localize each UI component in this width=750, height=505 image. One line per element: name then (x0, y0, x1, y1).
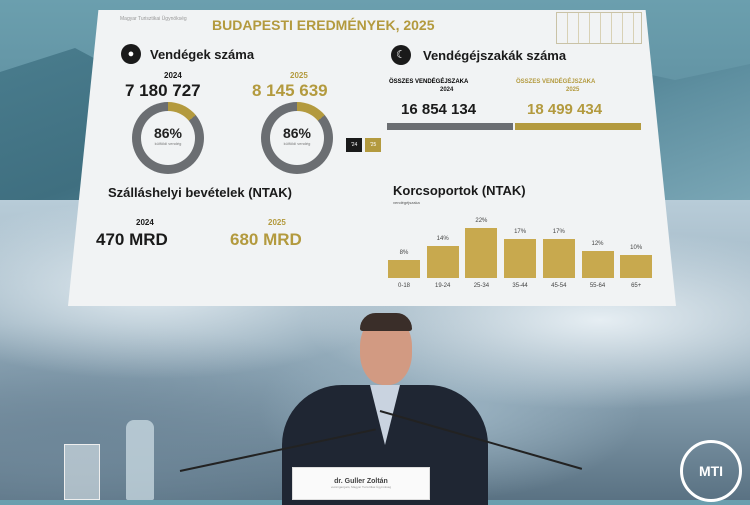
foreign-guest-donut-2024: 86% külföldi vendég (132, 102, 204, 174)
guests-year-2025: 2025 (290, 71, 308, 80)
bar-value-label: 17% (514, 229, 527, 236)
guests-value-2024: 7 180 727 (125, 81, 201, 100)
nights-heading: Vendégéjszakák száma (423, 48, 567, 63)
guests-year-2024: 2024 (164, 71, 182, 80)
bar-value-label: 22% (475, 218, 488, 224)
nights-year-2024: 2024 (440, 87, 454, 93)
legend-2024: '24 (346, 138, 362, 152)
nights-label-2024: ÖSSZES VENDÉGÉJSZAKA (389, 79, 469, 85)
bar-value-label: 10% (630, 245, 643, 252)
water-bottle (126, 420, 154, 500)
name-card: dr. Guller Zoltán vezérigazgató, Magyar … (292, 467, 430, 500)
nights-value-2025: 18 499 434 (527, 101, 603, 118)
bar-0-18 (388, 259, 420, 278)
chart-title: Korcsoportok (NTAK) (393, 183, 526, 198)
revenue-heading: Szálláshelyi bevételek (NTAK) (108, 185, 292, 200)
speaker-name: dr. Guller Zoltán (334, 478, 388, 485)
bar-value-label: 8% (399, 249, 409, 256)
nights-label-2025: ÖSSZES VENDÉGÉJSZAKA (516, 79, 596, 85)
water-glass (64, 444, 100, 500)
bar-45-54 (542, 239, 575, 278)
person-icon: ● (121, 44, 141, 64)
donut-caption: külföldi vendég (283, 141, 311, 146)
bar-65+ (620, 255, 653, 278)
revenue-year-2024: 2024 (136, 218, 154, 227)
chart-subtitle: vendégéjszaka (393, 200, 420, 205)
mti-watermark: MTI (680, 440, 742, 502)
category-label: 35-44 (512, 283, 528, 289)
moon-icon: ☾ (391, 45, 411, 65)
donut-caption: külföldi vendég (154, 141, 182, 146)
category-label: 0-18 (397, 283, 410, 289)
bar-value-label: 17% (552, 229, 565, 236)
nights-bar-2025 (515, 123, 641, 130)
category-label: 65+ (631, 283, 642, 289)
guests-value-2025: 8 145 639 (252, 81, 328, 100)
nights-bar-2024 (387, 123, 513, 130)
nights-value-2024: 16 854 134 (401, 101, 477, 118)
category-label: 45-54 (551, 283, 567, 289)
nights-year-2025: 2025 (566, 87, 580, 93)
bar-25-34 (465, 228, 498, 278)
category-label: 19-24 (435, 283, 451, 289)
legend-2025: '25 (365, 138, 381, 152)
speaker-role: vezérigazgató, Magyar Turisztikai Ügynök… (330, 485, 392, 489)
category-label: 25-34 (473, 283, 490, 289)
bar-19-24 (426, 246, 459, 278)
donut-percent: 86% (282, 125, 312, 141)
revenue-year-2025: 2025 (268, 218, 286, 227)
guests-heading: Vendégek száma (150, 47, 255, 62)
revenue-value-2025: 680 MRD (230, 230, 302, 249)
donut-percent: 86% (153, 125, 183, 141)
bar-value-label: 14% (436, 236, 449, 243)
bar-value-label: 12% (591, 240, 604, 247)
slide-title: BUDAPESTI EREDMÉNYEK, 2025 (212, 17, 435, 33)
decorative-pattern (556, 12, 642, 44)
bar-35-44 (504, 239, 537, 278)
revenue-value-2024: 470 MRD (96, 230, 168, 249)
agency-logo: Magyar Turisztikai Ügynökség (120, 16, 187, 22)
category-label: 55-64 (589, 283, 606, 289)
bar-55-64 (581, 250, 614, 278)
foreign-guest-donut-2025: 86% külföldi vendég (261, 102, 333, 174)
